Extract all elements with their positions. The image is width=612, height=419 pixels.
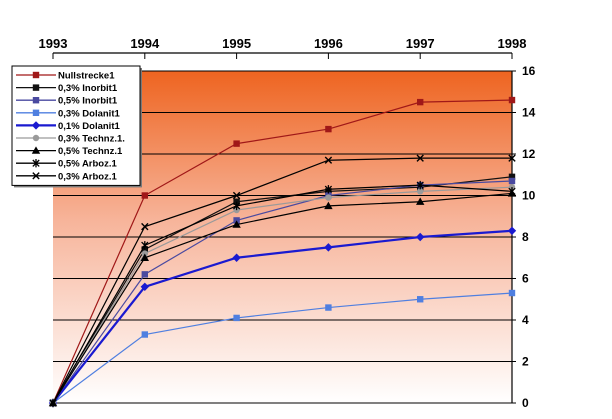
y-tick-label: 10 <box>522 189 536 203</box>
y-tick-label: 14 <box>522 106 536 120</box>
x-tick-label: 1995 <box>222 36 251 51</box>
legend-label: 0,5% Inorbit1 <box>58 96 118 107</box>
data-point <box>325 194 332 201</box>
x-axis: 1993 1994 1995 1996 1997 1998 <box>39 36 527 59</box>
data-point <box>416 180 424 190</box>
data-point <box>324 201 333 210</box>
series-lines <box>48 96 517 408</box>
data-point <box>324 243 333 252</box>
series-8 <box>49 154 516 407</box>
x-tick-label: 1997 <box>406 36 435 51</box>
legend-swatch-marker <box>31 121 41 130</box>
x-tick-label: 1996 <box>314 36 343 51</box>
legend-swatch-marker <box>32 84 40 91</box>
series-line <box>52 176 513 404</box>
legend-label: 0,3% Dolanit1 <box>58 108 120 119</box>
data-point <box>416 197 425 205</box>
x-tick-label: 1993 <box>39 36 68 51</box>
y-tick-label: 8 <box>522 230 529 244</box>
y-tick-label: 4 <box>522 313 529 327</box>
legend-item: 0,5% Arboz.1 <box>16 159 117 170</box>
y-axis: 0 2 4 6 8 10 12 14 16 <box>511 64 536 410</box>
legend-item: 0,3% Technz.1. <box>16 134 125 145</box>
data-point <box>140 282 149 291</box>
data-point <box>141 331 148 338</box>
data-point <box>232 253 241 262</box>
data-point <box>233 140 240 147</box>
data-point <box>141 192 148 199</box>
legend-label: 0,3% Technz.1. <box>58 134 125 145</box>
data-point <box>141 241 149 250</box>
y-tick-label: 12 <box>522 147 536 161</box>
legend-swatch-marker <box>32 109 40 116</box>
series-line <box>52 157 512 404</box>
data-point <box>233 314 240 322</box>
data-point <box>508 289 516 297</box>
legend-item: 0,5% Inorbit1 <box>16 96 118 107</box>
legend-item: 0,3% Arboz.1 <box>16 171 117 182</box>
data-point <box>508 96 516 104</box>
x-tick-label: 1994 <box>130 36 160 51</box>
data-point <box>324 156 333 164</box>
y-tick-label: 16 <box>522 64 536 78</box>
series-line <box>52 186 513 404</box>
data-point <box>324 185 333 194</box>
legend-swatch-marker <box>31 146 41 154</box>
series-line <box>52 184 513 404</box>
data-point <box>49 399 57 407</box>
series-line <box>52 180 513 404</box>
data-point <box>232 201 241 211</box>
data-point <box>232 220 241 228</box>
series-line <box>52 292 513 404</box>
data-point <box>508 154 516 162</box>
data-point <box>508 187 516 196</box>
legend-swatch-marker <box>32 172 40 180</box>
data-point <box>508 173 516 181</box>
y-tick-label: 0 <box>522 396 529 410</box>
x-tick-label: 1998 <box>498 36 527 51</box>
legend-label: 0,3% Arboz.1 <box>58 171 117 182</box>
data-point <box>507 226 517 235</box>
legend-item: Nullstrecke1 <box>16 71 115 82</box>
legend-swatch-marker <box>32 71 40 79</box>
data-point <box>417 188 424 195</box>
series-line <box>52 192 513 404</box>
data-point <box>232 191 241 200</box>
series-line <box>52 99 513 404</box>
data-point <box>417 98 424 106</box>
data-point <box>141 271 148 278</box>
data-point <box>417 296 424 303</box>
y-tick-label: 2 <box>522 355 529 369</box>
legend-label: 0,1% Dolanit1 <box>58 121 120 132</box>
legend-label: 0,5% Technz.1 <box>58 146 123 157</box>
data-point <box>416 154 424 162</box>
series-4 <box>48 226 517 408</box>
data-point <box>140 253 149 261</box>
legend-label: 0,5% Arboz.1 <box>58 159 117 170</box>
legend-label: Nullstrecke1 <box>58 71 115 82</box>
data-point <box>141 222 149 231</box>
legend-item: 0,3% Inorbit1 <box>16 83 118 94</box>
data-point <box>325 125 332 133</box>
series-line <box>52 229 513 404</box>
legend-item: 0,3% Dolanit1 <box>16 108 120 119</box>
data-point <box>508 177 516 185</box>
legend-label: 0,3% Inorbit1 <box>58 83 118 94</box>
legend-item: 0,5% Technz.1 <box>16 146 123 157</box>
data-point <box>416 232 425 242</box>
legend-swatch-marker <box>32 159 40 168</box>
legend-swatch-marker <box>32 97 40 104</box>
legend-item: 0,1% Dolanit1 <box>16 121 120 132</box>
y-tick-label: 6 <box>522 272 529 286</box>
legend-swatch-marker <box>32 134 40 142</box>
data-point <box>325 304 332 311</box>
